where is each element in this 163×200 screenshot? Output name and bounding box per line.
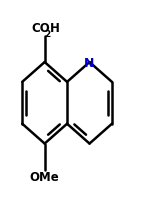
Text: OMe: OMe	[30, 170, 59, 183]
Text: 2: 2	[44, 30, 50, 39]
Text: N: N	[84, 56, 95, 69]
Text: H: H	[49, 22, 59, 35]
Text: CO: CO	[32, 22, 51, 35]
